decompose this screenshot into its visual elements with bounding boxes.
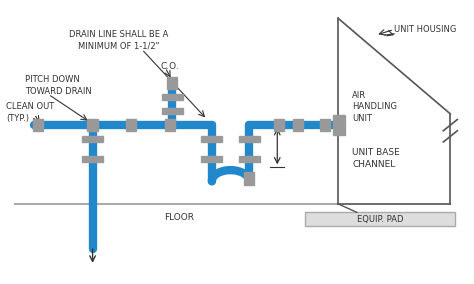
Bar bbox=[82, 136, 103, 142]
Bar bbox=[167, 77, 177, 89]
Bar bbox=[126, 119, 137, 131]
Text: PITCH DOWN
TOWARD DRAIN: PITCH DOWN TOWARD DRAIN bbox=[25, 75, 91, 96]
Text: FLOOR: FLOOR bbox=[164, 214, 194, 222]
Bar bbox=[333, 115, 345, 135]
Text: DRAIN LINE SHALL BE A
MINIMUM OF 1-1/2": DRAIN LINE SHALL BE A MINIMUM OF 1-1/2" bbox=[69, 30, 168, 50]
Text: UNIT BASE
CHANNEL: UNIT BASE CHANNEL bbox=[352, 149, 400, 169]
Text: UNIT HOUSING: UNIT HOUSING bbox=[394, 25, 456, 34]
Bar bbox=[82, 156, 103, 162]
Text: CLEAN OUT
(TYP.): CLEAN OUT (TYP.) bbox=[6, 102, 55, 123]
Bar bbox=[319, 119, 330, 131]
Bar bbox=[87, 119, 98, 131]
Bar bbox=[162, 108, 182, 114]
Bar bbox=[239, 136, 260, 142]
Bar bbox=[33, 119, 43, 131]
Text: C.O.: C.O. bbox=[160, 62, 179, 70]
Bar bbox=[164, 119, 175, 131]
Bar bbox=[162, 94, 182, 100]
Text: EQUIP. PAD: EQUIP. PAD bbox=[357, 215, 403, 224]
Text: AIR
HANDLING
UNIT: AIR HANDLING UNIT bbox=[352, 91, 397, 123]
Bar bbox=[201, 136, 222, 142]
Bar bbox=[201, 156, 222, 162]
Bar bbox=[293, 119, 303, 131]
Bar bbox=[244, 172, 255, 185]
Bar bbox=[273, 119, 284, 131]
Bar bbox=[239, 156, 260, 162]
Bar bbox=[305, 212, 455, 226]
